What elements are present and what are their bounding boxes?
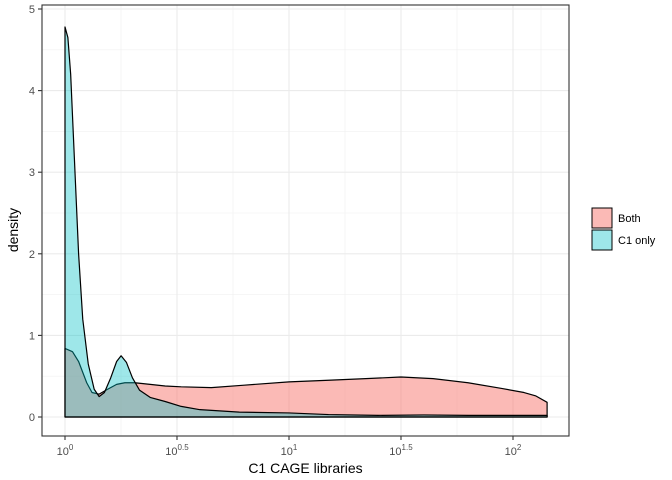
x-tick-label: 102 bbox=[505, 443, 522, 458]
x-tick-label: 101.5 bbox=[389, 443, 413, 458]
density-areas bbox=[64, 26, 548, 418]
panel-border bbox=[41, 4, 570, 437]
legend-key-c1-only bbox=[591, 229, 613, 251]
y-tick-label: 0 bbox=[29, 412, 35, 424]
x-axis-title: C1 CAGE libraries bbox=[248, 460, 362, 476]
legend-key-both bbox=[591, 207, 613, 229]
x-tick-label: 101 bbox=[281, 443, 298, 458]
legend-label-c1-only: C1 only bbox=[618, 235, 656, 247]
x-tick-label: 100 bbox=[57, 443, 74, 458]
y-axis-title: density bbox=[5, 208, 21, 252]
x-tick-label: 100.5 bbox=[165, 443, 189, 458]
y-tick-label: 3 bbox=[29, 167, 35, 179]
legend-label-both: Both bbox=[618, 213, 641, 225]
y-tick-label: 5 bbox=[29, 4, 35, 16]
y-tick-label: 1 bbox=[29, 330, 35, 342]
area-both bbox=[64, 347, 548, 418]
y-axis-ticks: 0 1 2 3 4 5 bbox=[29, 4, 42, 424]
legend: Both C1 only bbox=[591, 207, 656, 251]
y-tick-label: 2 bbox=[29, 249, 35, 261]
x-axis-ticks: 100 100.5 101 101.5 102 bbox=[57, 436, 522, 458]
y-tick-label: 4 bbox=[29, 86, 35, 98]
area-c1-only bbox=[64, 26, 548, 418]
